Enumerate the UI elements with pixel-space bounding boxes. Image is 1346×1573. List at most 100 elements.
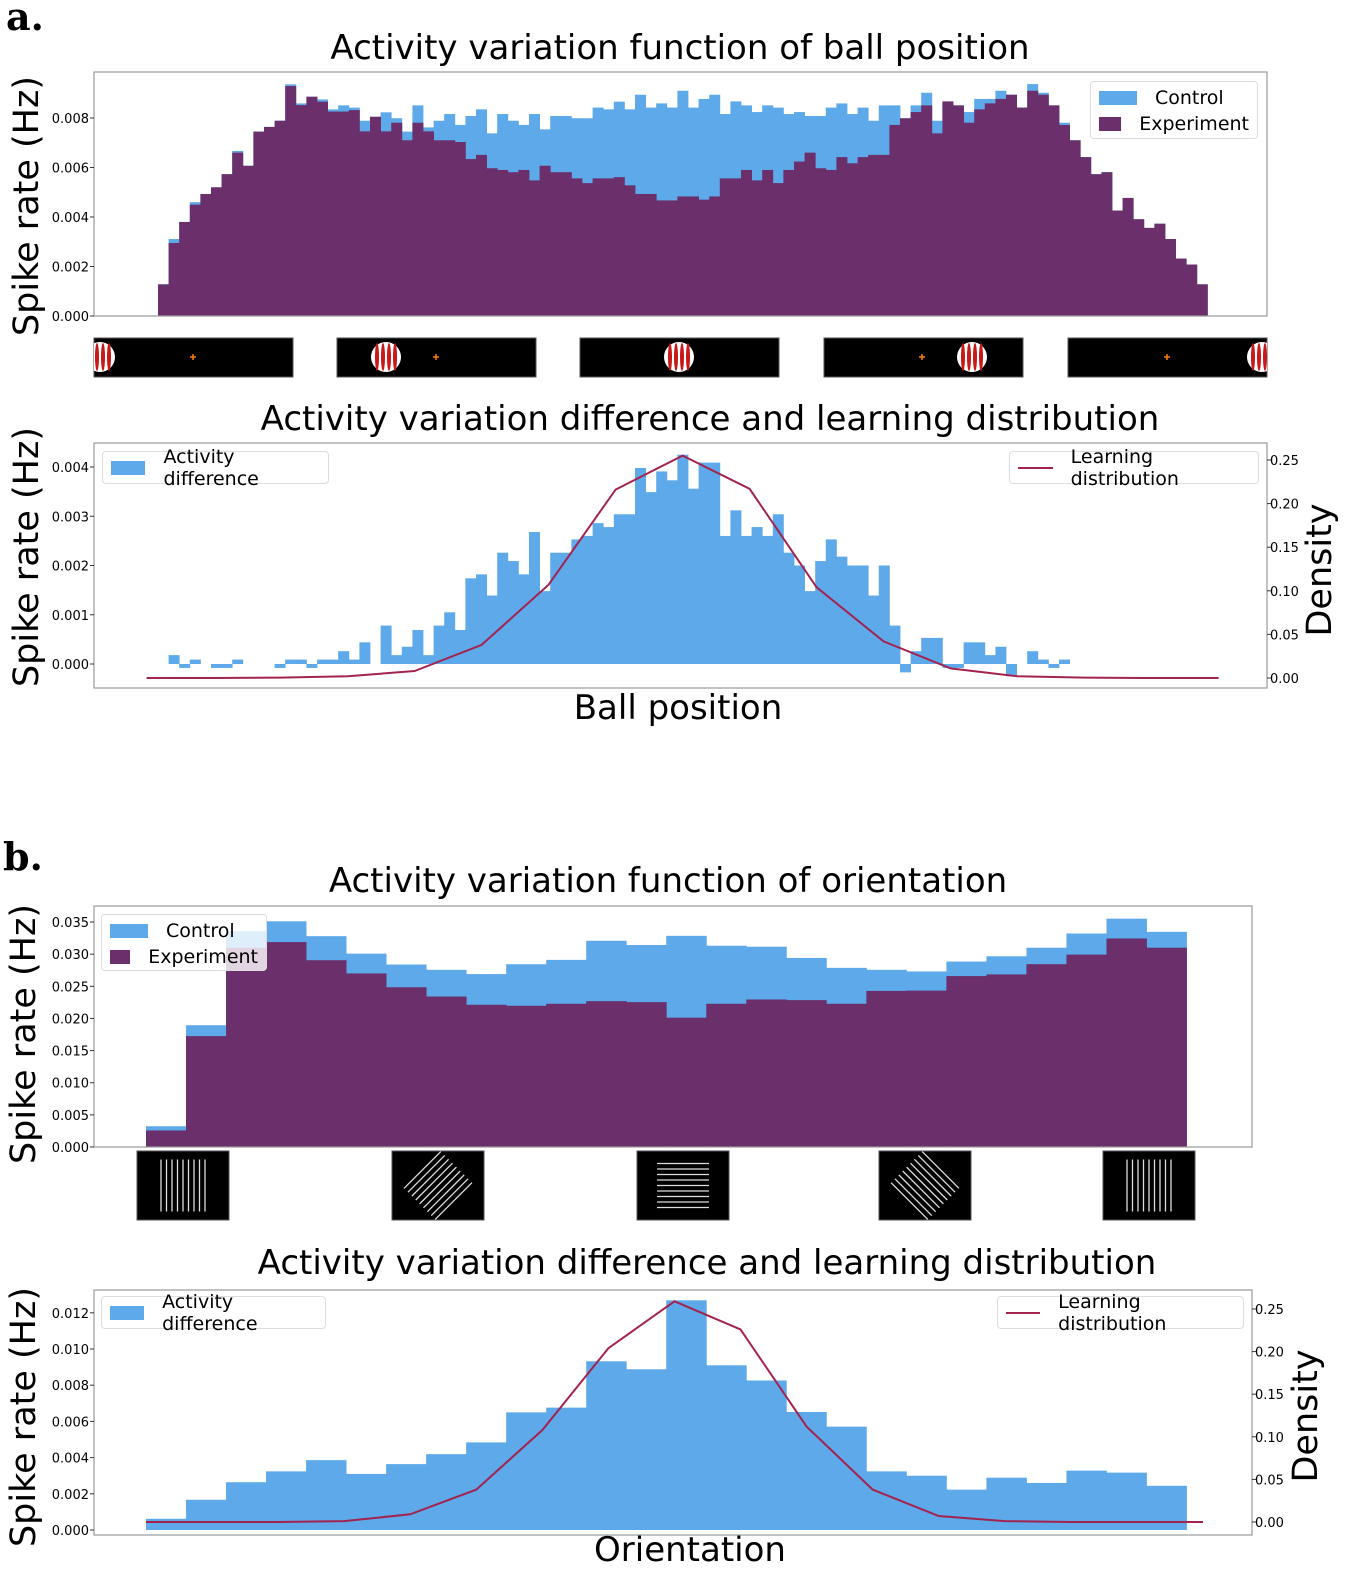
difference-bar: [751, 527, 763, 664]
legend-label: Control: [1155, 87, 1224, 109]
difference-bar: [327, 659, 339, 664]
experiment-bar: [1027, 90, 1039, 317]
grating-stimulus: [391, 1150, 485, 1221]
ball-icon: [664, 342, 694, 372]
legend-item-control: Control: [1099, 85, 1249, 111]
difference-bar: [709, 462, 721, 664]
experiment-bar: [506, 1005, 547, 1147]
difference-bar: [179, 664, 191, 668]
experiment-bar: [931, 133, 943, 316]
difference-bar: [571, 539, 583, 664]
difference-bar: [1037, 659, 1049, 664]
grating-line: [430, 1178, 469, 1217]
grating-lines-icon: [403, 1151, 473, 1220]
grating-line: [902, 1170, 940, 1209]
y-right-tick-label: 0.05: [1255, 1473, 1284, 1488]
experiment-bar: [1048, 105, 1060, 316]
difference-bar: [624, 514, 636, 664]
experiment-bar: [158, 284, 169, 316]
y-tick-label: 0.030: [52, 948, 89, 963]
experiment-bar: [963, 122, 975, 316]
y-right-tick-label: 0.10: [1255, 1431, 1284, 1446]
difference-bar: [889, 625, 901, 664]
chart-a2-legend-right: Learning distribution: [1009, 446, 1259, 490]
difference-bar: [995, 646, 1007, 664]
experiment-bar: [889, 124, 901, 317]
chart-a2-title: Activity variation difference and learni…: [260, 399, 1160, 439]
y-right-tick-label: 0.10: [1270, 585, 1299, 600]
difference-bar: [423, 655, 434, 664]
learning-distribution-line: [146, 1300, 1203, 1523]
ball-stimulus-frame: [579, 337, 780, 378]
chart-a2-legend-left: Activity difference: [102, 446, 329, 490]
ball-stripe: [967, 343, 971, 371]
y-tick-label: 0.004: [52, 461, 89, 476]
axes-frame: [93, 905, 1253, 1148]
experiment-bar: [529, 180, 540, 316]
legend-item-learning: Learning distribution: [1018, 446, 1250, 490]
difference-bar: [706, 1365, 747, 1530]
difference-bar: [974, 642, 986, 664]
difference-bar: [507, 561, 519, 664]
experiment-bar: [986, 974, 1027, 1147]
experiment-bar: [518, 169, 530, 316]
experiment-bar: [603, 178, 615, 316]
y-tick-label: 0.020: [52, 1012, 89, 1027]
ball-stripe: [107, 343, 111, 371]
difference-bar: [391, 655, 403, 664]
chart-a1-legend: Control Experiment: [1090, 81, 1258, 139]
ball-icon: [371, 342, 401, 372]
experiment-bar: [772, 183, 784, 316]
experiment-bar: [836, 157, 848, 316]
experiment-bar: [656, 200, 668, 316]
y-tick-label: 0.006: [52, 162, 89, 177]
experiment-bar: [426, 996, 467, 1147]
experiment-bar: [1112, 210, 1123, 316]
y-tick-label: 0.006: [52, 1415, 89, 1430]
difference-bar: [146, 1518, 187, 1530]
difference-bar: [380, 625, 392, 664]
difference-bar: [317, 659, 328, 664]
chart-b2-legend-left: Activity difference: [101, 1291, 326, 1335]
difference-bar: [189, 659, 201, 664]
chart-b2-title: Activity variation difference and learni…: [257, 1243, 1157, 1283]
difference-bar: [433, 625, 445, 664]
difference-bar: [550, 552, 562, 664]
difference-bar: [1048, 664, 1060, 668]
difference-bar: [295, 659, 307, 664]
experiment-bar: [645, 193, 657, 316]
difference-bar: [698, 462, 710, 664]
experiment-bar: [1133, 219, 1145, 316]
legend-item-difference: Activity difference: [111, 446, 320, 490]
legend-item-experiment: Experiment: [1099, 111, 1249, 137]
difference-bar: [626, 1369, 667, 1530]
y-tick-label: 0.008: [52, 1379, 89, 1394]
experiment-bar: [274, 120, 286, 316]
ball-stripe: [101, 343, 105, 371]
experiment-bar: [264, 126, 275, 316]
chart-b1-legend: Control Experiment: [101, 914, 267, 971]
experiment-bar: [370, 116, 381, 316]
experiment-bar: [1090, 174, 1102, 316]
control-swatch: [1099, 91, 1137, 105]
experiment-bar: [560, 172, 572, 316]
difference-bar: [645, 492, 657, 664]
difference-bar: [476, 574, 487, 665]
difference-bar: [931, 637, 943, 664]
experiment-bar: [168, 242, 180, 316]
ball-stripe: [961, 343, 965, 371]
y-tick-label: 0.000: [52, 658, 89, 673]
grating-line: [434, 1182, 473, 1220]
experiment-bar: [1026, 964, 1067, 1147]
difference-bar: [910, 651, 922, 664]
legend-label: Learning distribution: [1058, 1291, 1167, 1335]
difference-bar: [539, 591, 551, 664]
difference-bar: [186, 1499, 227, 1530]
chart-a2: 0.000 0.001 0.002 0.003 0.004 0.00 0.05 0.10 0.1…: [52, 442, 1299, 689]
y-tick-label: 0.005: [52, 1109, 89, 1124]
experiment-bar: [550, 172, 562, 316]
experiment-bar: [815, 168, 827, 316]
panel-label-b: b.: [3, 834, 43, 879]
grating-stimulus: [136, 1150, 230, 1221]
difference-bar: [386, 1464, 427, 1530]
